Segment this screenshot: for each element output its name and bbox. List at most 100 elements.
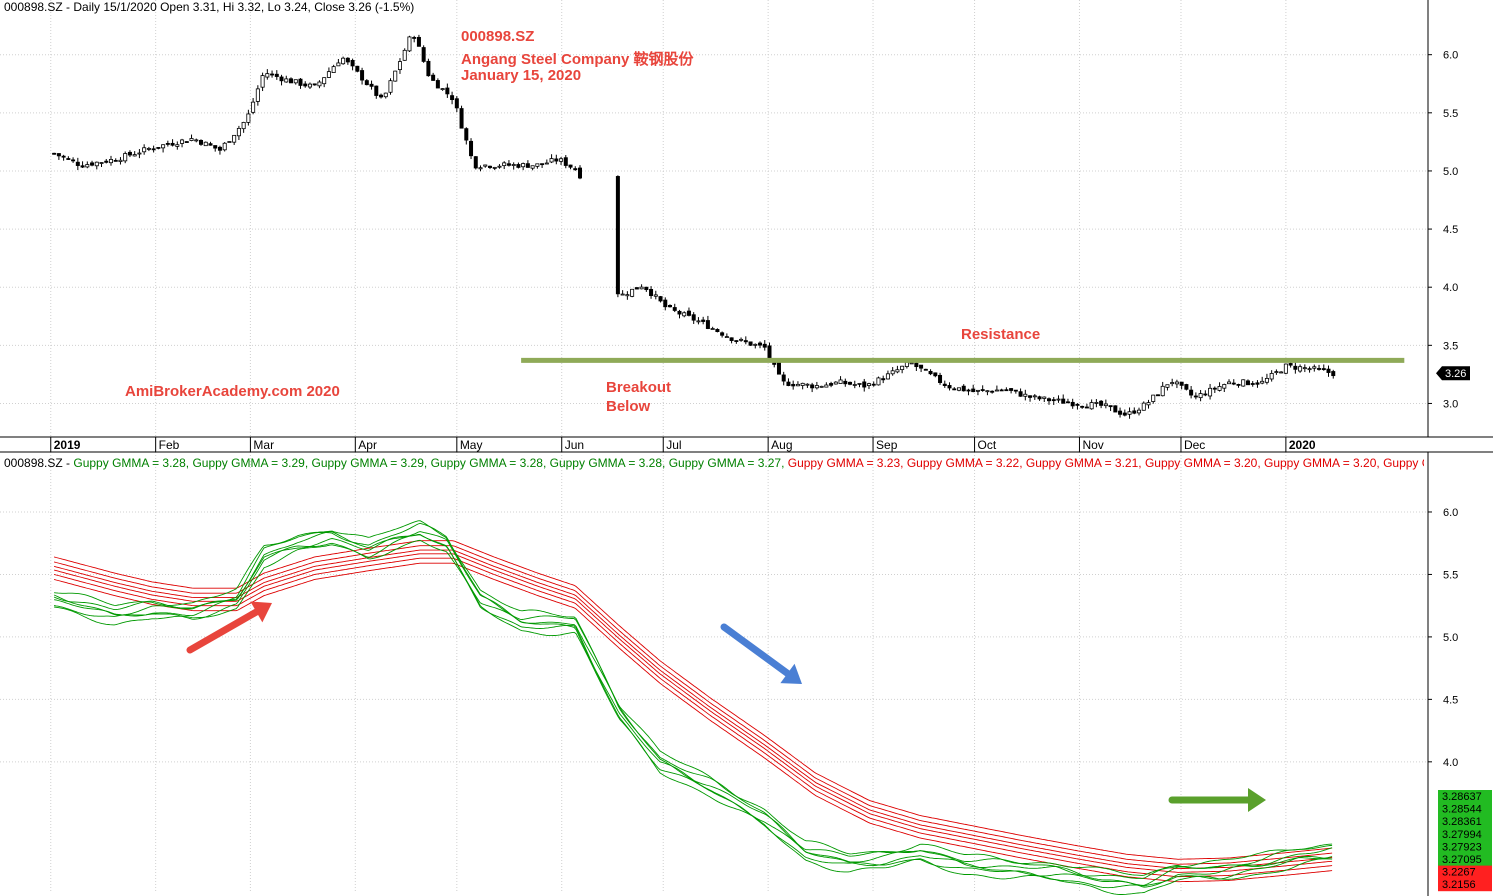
- candle-body: [1326, 368, 1331, 373]
- candle-body: [161, 144, 166, 149]
- candle-body: [881, 378, 886, 381]
- candle-body: [56, 153, 61, 157]
- candle-body: [345, 57, 350, 63]
- candle-body: [800, 382, 805, 386]
- candle-body: [85, 164, 90, 168]
- candle-body: [487, 165, 492, 168]
- candle-body: [1151, 394, 1156, 402]
- candle-body: [1089, 402, 1094, 410]
- gmma-header-item: Guppy GMMA = 3.29,: [192, 456, 312, 470]
- candle-body: [710, 328, 715, 330]
- candle-body: [990, 390, 995, 393]
- candle-body: [180, 139, 185, 144]
- candle-body: [492, 166, 497, 169]
- candle-body: [521, 163, 526, 168]
- candle-body: [1056, 398, 1061, 401]
- candle-body: [743, 340, 748, 343]
- candle-body: [701, 319, 706, 322]
- candle-body: [326, 71, 331, 78]
- candle-body: [284, 78, 289, 83]
- candle-body: [189, 138, 194, 141]
- candle-body: [535, 163, 540, 167]
- candle-body: [644, 286, 649, 291]
- candle-body: [559, 158, 564, 162]
- y-tick-label: 4.0: [1443, 282, 1458, 294]
- candle-body: [94, 161, 99, 167]
- candle-body: [549, 158, 554, 163]
- candle-body: [104, 160, 109, 163]
- candle-body: [251, 101, 256, 113]
- last-close-badge: 3.26: [1436, 366, 1470, 381]
- candle-body: [265, 73, 270, 78]
- candle-body: [506, 163, 511, 166]
- candle-body: [511, 164, 516, 166]
- candle-body: [1170, 382, 1175, 385]
- candle-body: [1231, 382, 1236, 385]
- candle-body: [1018, 391, 1023, 397]
- gmma-pane[interactable]: 6.05.55.04.54.03.286373.285443.283613.27…: [0, 452, 1492, 895]
- candle-body: [985, 390, 990, 393]
- candle-body: [1160, 385, 1165, 397]
- gmma-value-label: 3.2267: [1442, 867, 1476, 879]
- candle-body: [232, 134, 237, 143]
- breakout-annotation-line2: Below: [606, 398, 651, 415]
- gmma-header-item: Guppy GMMA = 3.29,: [311, 456, 431, 470]
- candle-body: [416, 36, 421, 47]
- gmma-value-badge-bg: [1438, 827, 1492, 841]
- candle-body: [246, 113, 251, 123]
- candle-body: [767, 345, 772, 359]
- candle-body: [1279, 371, 1284, 374]
- candle-body: [819, 385, 824, 388]
- ticker-annotation: 000898.SZ: [461, 28, 535, 45]
- candle-body: [838, 379, 843, 384]
- gmma-value-badge: 3.2156: [1438, 878, 1492, 892]
- candle-body: [933, 372, 938, 377]
- candle-body: [1118, 410, 1123, 415]
- candle-body: [270, 73, 275, 76]
- gmma-long-line: [53, 549, 1333, 870]
- candle-body: [634, 287, 639, 290]
- candle-body: [620, 293, 625, 296]
- candle-body: [322, 77, 327, 85]
- candle-body: [402, 49, 407, 61]
- candle-body: [307, 83, 312, 88]
- candle-body: [108, 159, 113, 164]
- month-label: Dec: [1184, 438, 1205, 452]
- gmma-value-badge-bg: [1438, 815, 1492, 829]
- candle-body: [1075, 403, 1080, 406]
- candle-body: [862, 381, 867, 388]
- candle-body: [1193, 395, 1198, 398]
- candle-body: [1250, 383, 1255, 385]
- down-arrow-head: [780, 663, 802, 684]
- gmma-value-badge-bg: [1438, 840, 1492, 854]
- candle-body: [478, 167, 483, 170]
- candle-body: [393, 70, 398, 82]
- candle-body: [175, 144, 180, 147]
- candle-body: [540, 163, 545, 166]
- price-pane[interactable]: 6.0 5.5 5.0 4.5 4.0 3.5 3.0 3.26: [0, 0, 1470, 436]
- candle-body: [1009, 388, 1014, 391]
- gmma-header-item: Guppy GMMA = 3.21,: [1025, 456, 1145, 470]
- y-tick-label: 3.5: [1443, 340, 1458, 352]
- candle-body: [431, 74, 436, 81]
- candle-body: [426, 60, 431, 77]
- candle-body: [824, 384, 829, 388]
- candle-body: [80, 165, 85, 168]
- candle-body: [630, 288, 635, 297]
- candle-body: [1245, 380, 1250, 386]
- gmma-value-badge: 3.27923: [1438, 840, 1492, 854]
- candle-body: [686, 310, 691, 316]
- candle-body: [1203, 393, 1208, 396]
- month-label: Aug: [771, 438, 792, 452]
- candle-body: [66, 158, 71, 160]
- candle-body: [739, 338, 744, 341]
- candle-body: [445, 87, 450, 95]
- candle-body: [388, 80, 393, 93]
- candle-body: [554, 158, 559, 162]
- candle-body: [421, 47, 426, 62]
- gmma-value-badge: 3.27095: [1438, 853, 1492, 866]
- candle-body: [729, 337, 734, 342]
- candle-body: [833, 381, 838, 385]
- candle-body: [222, 142, 227, 151]
- price-header: 000898.SZ - Daily 15/1/2020 Open 3.31, H…: [4, 0, 415, 14]
